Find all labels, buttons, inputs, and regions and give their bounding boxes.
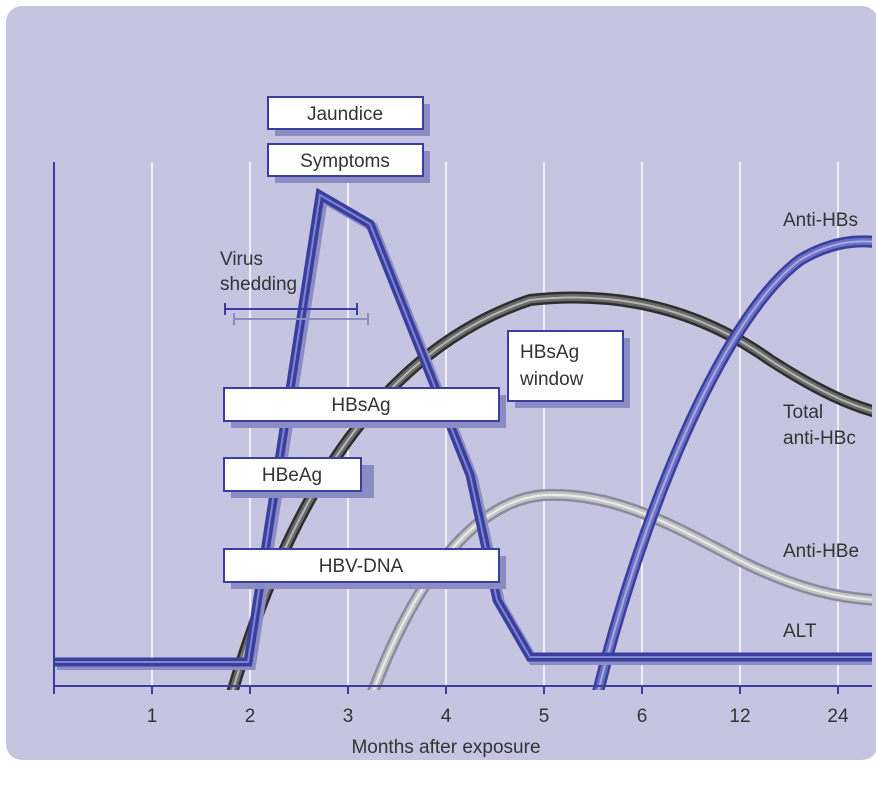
- hbsag-window-label: HBsAg window: [519, 342, 584, 390]
- alt-label: ALT: [783, 621, 817, 642]
- anti-hbe-label: Anti-HBe: [783, 541, 859, 562]
- symptoms-box: Symptoms: [267, 143, 430, 183]
- hbsag-box: HBsAg: [223, 387, 506, 428]
- hbeag-box: HBeAg: [223, 457, 374, 498]
- jaundice-box: Jaundice: [267, 96, 430, 136]
- diagram-panel: [6, 6, 876, 760]
- hbsag-window-box: HBsAg window: [507, 330, 630, 408]
- virus-shedding-marker: Virus shedding: [220, 249, 369, 325]
- x-tick-label: 1: [147, 706, 158, 727]
- anti-hbs-curve: [592, 235, 872, 690]
- x-tick-label: 3: [343, 706, 354, 727]
- jaundice-label: Jaundice: [307, 104, 383, 125]
- x-axis-label: Months after exposure: [351, 737, 540, 758]
- anti-hbs-label: Anti-HBs: [783, 210, 858, 231]
- hbsag-label: HBsAg: [331, 395, 390, 416]
- x-tick-label: 12: [729, 706, 750, 727]
- x-tick-label: 2: [245, 706, 256, 727]
- x-tick-label: 6: [637, 706, 648, 727]
- x-tick-label: 4: [441, 706, 452, 727]
- x-tick-label: 24: [827, 706, 849, 727]
- total-anti-hbc-label: Total anti-HBc: [783, 402, 856, 449]
- hbv-dna-label: HBV-DNA: [319, 556, 404, 577]
- hbeag-label: HBeAg: [262, 465, 322, 486]
- total-anti-hbc-curve: [226, 291, 872, 690]
- hbv-dna-box: HBV-DNA: [223, 548, 506, 589]
- symptoms-label: Symptoms: [300, 151, 390, 172]
- axes: [53, 162, 872, 694]
- virus-shedding-label: Virus shedding: [220, 249, 297, 295]
- x-tick-label: 5: [539, 706, 550, 727]
